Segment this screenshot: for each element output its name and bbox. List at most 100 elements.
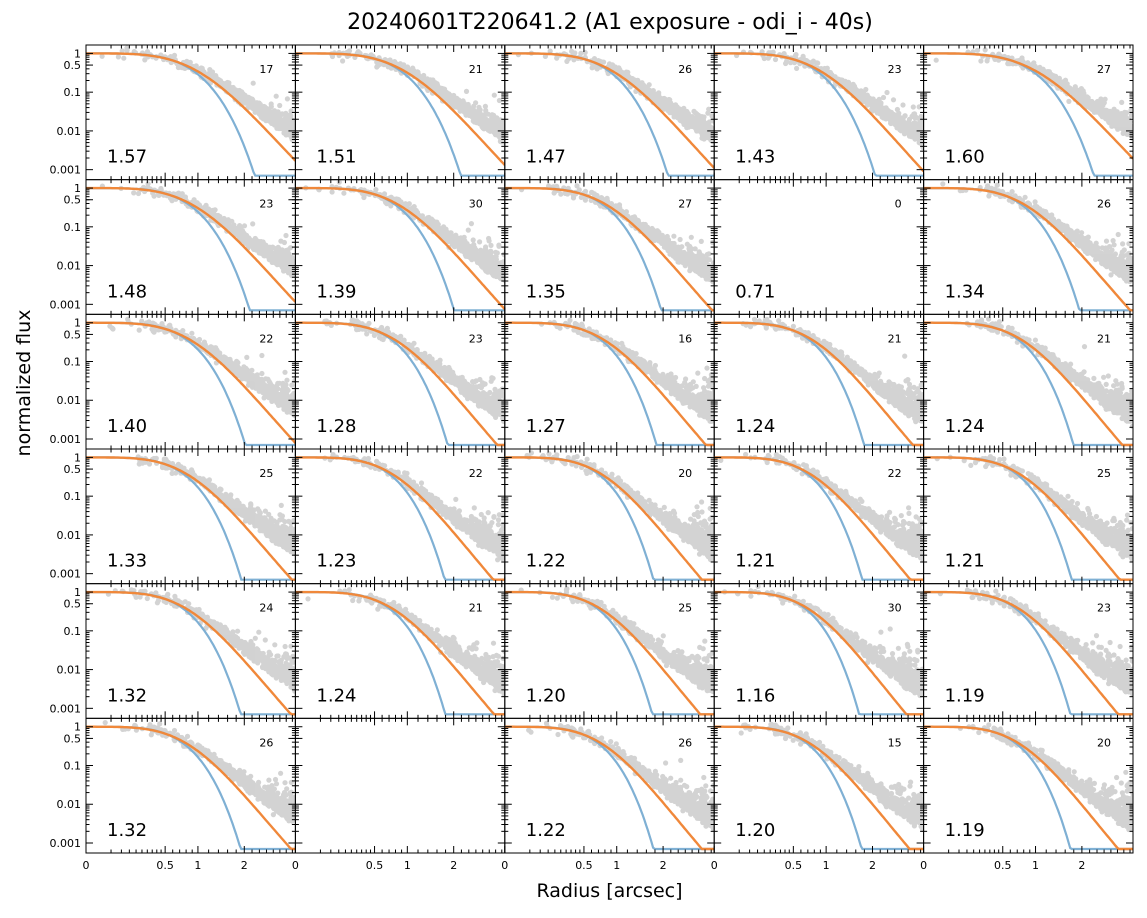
data-point bbox=[288, 121, 294, 127]
data-point bbox=[228, 86, 234, 92]
data-point bbox=[289, 118, 295, 124]
data-point bbox=[439, 88, 445, 95]
data-point bbox=[456, 101, 462, 107]
data-point bbox=[274, 120, 280, 126]
data-point bbox=[445, 95, 451, 101]
data-point bbox=[500, 124, 505, 130]
data-point bbox=[287, 121, 293, 127]
data-point bbox=[242, 99, 248, 105]
data-point bbox=[488, 123, 494, 129]
data-point bbox=[288, 123, 294, 129]
data-point bbox=[265, 112, 271, 118]
y-tick-label: 0.1 bbox=[64, 221, 82, 234]
data-point bbox=[1066, 98, 1072, 104]
data-point bbox=[375, 62, 381, 69]
data-point bbox=[492, 118, 498, 124]
data-point bbox=[285, 116, 291, 122]
data-point bbox=[229, 88, 235, 94]
data-point bbox=[282, 125, 289, 131]
data-point bbox=[445, 93, 451, 99]
data-point bbox=[250, 80, 256, 86]
data-point bbox=[475, 107, 482, 114]
data-point bbox=[245, 98, 251, 104]
data-point bbox=[285, 123, 291, 129]
data-point bbox=[279, 111, 285, 117]
data-point bbox=[209, 69, 216, 75]
data-point bbox=[244, 98, 250, 104]
data-point bbox=[238, 94, 244, 100]
data-point bbox=[238, 93, 244, 99]
data-point bbox=[287, 123, 293, 129]
data-point bbox=[1111, 120, 1117, 126]
data-point bbox=[279, 121, 285, 127]
data-point bbox=[884, 112, 890, 118]
data-point bbox=[387, 57, 393, 63]
data-point bbox=[274, 124, 280, 130]
data-point bbox=[440, 87, 446, 93]
data-point bbox=[489, 114, 495, 120]
data-point bbox=[265, 112, 271, 118]
data-point bbox=[476, 117, 482, 123]
data-point bbox=[258, 112, 264, 118]
data-point bbox=[422, 77, 428, 83]
data-point bbox=[230, 84, 236, 91]
data-point bbox=[267, 116, 273, 122]
data-point bbox=[281, 239, 287, 246]
data-point bbox=[216, 77, 222, 83]
data-point bbox=[432, 84, 438, 90]
data-point bbox=[287, 127, 293, 133]
data-point bbox=[445, 92, 451, 99]
data-point bbox=[258, 104, 264, 111]
data-point bbox=[273, 120, 279, 126]
data-point bbox=[261, 108, 268, 114]
data-point bbox=[223, 81, 229, 87]
data-point bbox=[446, 99, 452, 106]
data-point bbox=[247, 101, 254, 107]
data-point bbox=[270, 112, 276, 118]
data-point bbox=[470, 113, 476, 119]
data-point bbox=[262, 112, 268, 119]
data-point bbox=[292, 122, 296, 128]
data-point bbox=[498, 139, 505, 145]
data-point bbox=[254, 103, 260, 109]
data-point bbox=[263, 109, 269, 115]
data-point bbox=[465, 109, 471, 115]
data-point bbox=[273, 122, 279, 128]
data-point bbox=[288, 124, 294, 130]
data-point bbox=[272, 112, 278, 118]
psf-panel: 1.60 27 bbox=[923, 44, 1134, 181]
data-point bbox=[274, 117, 280, 123]
data-point bbox=[264, 106, 270, 112]
data-point bbox=[492, 127, 498, 133]
data-point bbox=[265, 106, 271, 112]
data-point bbox=[821, 66, 827, 72]
data-point bbox=[251, 103, 257, 109]
data-point bbox=[698, 124, 705, 130]
data-point bbox=[238, 95, 244, 101]
data-point bbox=[277, 112, 283, 118]
data-point bbox=[227, 86, 233, 92]
data-point bbox=[259, 105, 265, 111]
data-point bbox=[434, 86, 440, 92]
data-point bbox=[246, 100, 252, 106]
data-point bbox=[262, 242, 268, 248]
data-point bbox=[285, 121, 292, 127]
data-point bbox=[500, 136, 505, 142]
data-point bbox=[285, 132, 291, 138]
data-point bbox=[277, 119, 283, 125]
data-point bbox=[285, 123, 292, 129]
data-point bbox=[230, 90, 236, 96]
data-point bbox=[257, 107, 263, 113]
data-point bbox=[466, 108, 472, 114]
data-point bbox=[238, 91, 244, 97]
data-point bbox=[257, 101, 263, 107]
data-point bbox=[245, 98, 251, 104]
data-point bbox=[480, 122, 486, 128]
data-point bbox=[279, 119, 285, 125]
data-point bbox=[887, 116, 893, 122]
data-point bbox=[277, 102, 283, 109]
data-point bbox=[218, 80, 224, 86]
data-point bbox=[288, 134, 294, 140]
data-point bbox=[426, 79, 432, 85]
